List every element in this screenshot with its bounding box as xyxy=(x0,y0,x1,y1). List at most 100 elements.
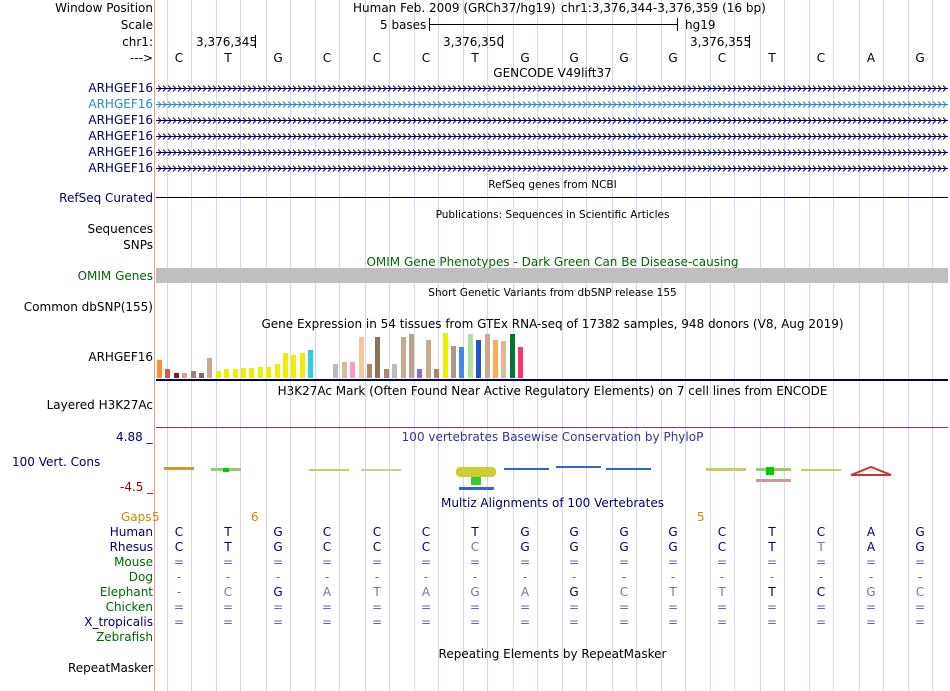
gencode-transcript-label[interactable]: ARHGEF16 xyxy=(88,113,153,127)
multiz-species-label[interactable]: Elephant xyxy=(99,585,153,599)
window-position-label[interactable]: Window Position xyxy=(55,1,153,15)
gencode-transcript-line[interactable] xyxy=(156,132,948,141)
dbsnp-label[interactable]: Common dbSNP(155) xyxy=(23,300,153,314)
gencode-transcript-label[interactable]: ARHGEF16 xyxy=(88,97,153,111)
gtex-tissue-bar[interactable] xyxy=(207,358,213,378)
gtex-tissue-bar[interactable] xyxy=(392,364,398,378)
grid-line xyxy=(636,0,637,691)
gtex-tissue-bar[interactable] xyxy=(358,337,364,378)
omim-label[interactable]: OMIM Genes xyxy=(77,269,153,283)
gencode-transcript-line[interactable] xyxy=(156,84,948,93)
multiz-base: - xyxy=(621,570,627,584)
gtex-tissue-bar[interactable] xyxy=(451,346,456,378)
multiz-base: G xyxy=(915,540,925,554)
multiz-species-label[interactable]: Human xyxy=(109,525,153,539)
gtex-tissue-bar[interactable] xyxy=(375,337,381,378)
multiz-species-label[interactable]: X_tropicalis xyxy=(84,615,153,629)
gtex-tissue-bar[interactable] xyxy=(425,340,431,378)
scale-label[interactable]: Scale xyxy=(120,18,153,32)
refseq-line[interactable] xyxy=(156,197,948,198)
gencode-transcript-label[interactable]: ARHGEF16 xyxy=(88,81,153,95)
gtex-tissue-bar[interactable] xyxy=(291,355,297,378)
gtex-tissue-bar[interactable] xyxy=(350,362,356,378)
multiz-base: C xyxy=(421,525,431,539)
gtex-tissue-bar[interactable] xyxy=(509,334,515,378)
gencode-transcript-line[interactable] xyxy=(156,164,948,173)
gtex-tissue-bar[interactable] xyxy=(476,340,482,378)
gencode-transcript-line[interactable] xyxy=(156,116,948,125)
gtex-tissue-bar[interactable] xyxy=(409,334,414,378)
gtex-tissue-bar[interactable] xyxy=(367,364,372,378)
multiz-base: = xyxy=(766,600,778,614)
gtex-tissue-bar[interactable] xyxy=(400,337,406,378)
multiz-base: G xyxy=(520,525,530,539)
gtex-tissue-bar[interactable] xyxy=(241,368,246,378)
gtex-tissue-bar[interactable] xyxy=(299,353,305,378)
gtex-tissue-bar[interactable] xyxy=(199,373,204,378)
gtex-bar-chart[interactable] xyxy=(156,332,536,378)
multiz-base: C xyxy=(816,525,826,539)
h3k27ac-label[interactable]: Layered H3K27Ac xyxy=(46,398,153,412)
grid-line xyxy=(809,0,810,691)
gtex-tissue-bar[interactable] xyxy=(308,350,314,378)
multiz-species-label[interactable]: Rhesus xyxy=(109,540,153,554)
multiz-base: - xyxy=(719,570,725,584)
phylop-min: -4.5 _ xyxy=(120,480,154,494)
gtex-tissue-bar[interactable] xyxy=(484,334,490,378)
gtex-tissue-bar[interactable] xyxy=(224,369,230,378)
phylop-label[interactable]: 100 Vert. Cons xyxy=(12,455,101,469)
gtex-label[interactable]: ARHGEF16 xyxy=(88,350,153,364)
strand-label[interactable]: ---> xyxy=(129,51,153,65)
multiz-species-label[interactable]: Zebrafish xyxy=(96,630,153,644)
phylop-logo[interactable] xyxy=(156,455,948,495)
gtex-tissue-bar[interactable] xyxy=(274,364,280,378)
gtex-tissue-bar[interactable] xyxy=(182,373,188,378)
multiz-base: C xyxy=(421,540,431,554)
gtex-tissue-bar[interactable] xyxy=(434,369,440,378)
sequences-label[interactable]: Sequences xyxy=(87,222,153,236)
gtex-tissue-bar[interactable] xyxy=(157,360,162,378)
refseq-label[interactable]: RefSeq Curated xyxy=(59,191,153,205)
gtex-tissue-bar[interactable] xyxy=(266,367,272,378)
snps-label[interactable]: SNPs xyxy=(123,238,153,252)
gtex-tissue-bar[interactable] xyxy=(518,347,524,378)
refseq-title: RefSeq genes from NCBI xyxy=(488,179,617,191)
multiz-base: = xyxy=(420,600,432,614)
repeatmasker-label[interactable]: RepeatMasker xyxy=(67,661,153,675)
gtex-tissue-bar[interactable] xyxy=(493,340,498,378)
omim-bar[interactable] xyxy=(156,268,948,283)
gtex-tissue-bar[interactable] xyxy=(333,364,339,378)
gtex-tissue-bar[interactable] xyxy=(442,333,448,378)
multiz-base: G xyxy=(866,585,876,599)
assembly-title: Human Feb. 2009 (GRCh37/hg19) xyxy=(353,1,556,15)
gtex-tissue-bar[interactable] xyxy=(165,369,171,378)
gencode-transcript-label[interactable]: ARHGEF16 xyxy=(88,145,153,159)
h3k27ac-line xyxy=(156,427,948,428)
gtex-tissue-bar[interactable] xyxy=(417,369,423,378)
gtex-tissue-bar[interactable] xyxy=(257,367,263,378)
gap-c: 5 xyxy=(697,510,705,524)
gtex-tissue-bar[interactable] xyxy=(232,369,238,378)
multiz-base: = xyxy=(815,555,827,569)
gencode-transcript-label[interactable]: ARHGEF16 xyxy=(88,161,153,175)
chrom-label[interactable]: chr1: xyxy=(122,35,153,49)
multiz-base: T xyxy=(768,585,776,599)
gtex-tissue-bar[interactable] xyxy=(341,362,347,378)
gtex-tissue-bar[interactable] xyxy=(501,341,507,378)
gtex-tissue-bar[interactable] xyxy=(173,373,179,378)
gencode-transcript-label[interactable]: ARHGEF16 xyxy=(88,129,153,143)
multiz-species-label[interactable]: Chicken xyxy=(105,600,153,614)
gtex-tissue-bar[interactable] xyxy=(383,369,389,378)
grid-line xyxy=(784,0,785,691)
multiz-species-label[interactable]: Dog xyxy=(128,570,153,584)
gtex-tissue-bar[interactable] xyxy=(283,353,288,378)
gencode-transcript-line[interactable] xyxy=(156,100,948,109)
multiz-species-label[interactable]: Mouse xyxy=(114,555,153,569)
gencode-transcript-line[interactable] xyxy=(156,148,948,157)
gtex-tissue-bar[interactable] xyxy=(190,371,196,378)
gtex-tissue-bar[interactable] xyxy=(215,371,221,378)
gtex-tissue-bar[interactable] xyxy=(467,334,473,378)
gtex-tissue-bar[interactable] xyxy=(459,347,465,378)
gtex-tissue-bar[interactable] xyxy=(249,368,255,378)
base-letter: G xyxy=(619,51,629,65)
